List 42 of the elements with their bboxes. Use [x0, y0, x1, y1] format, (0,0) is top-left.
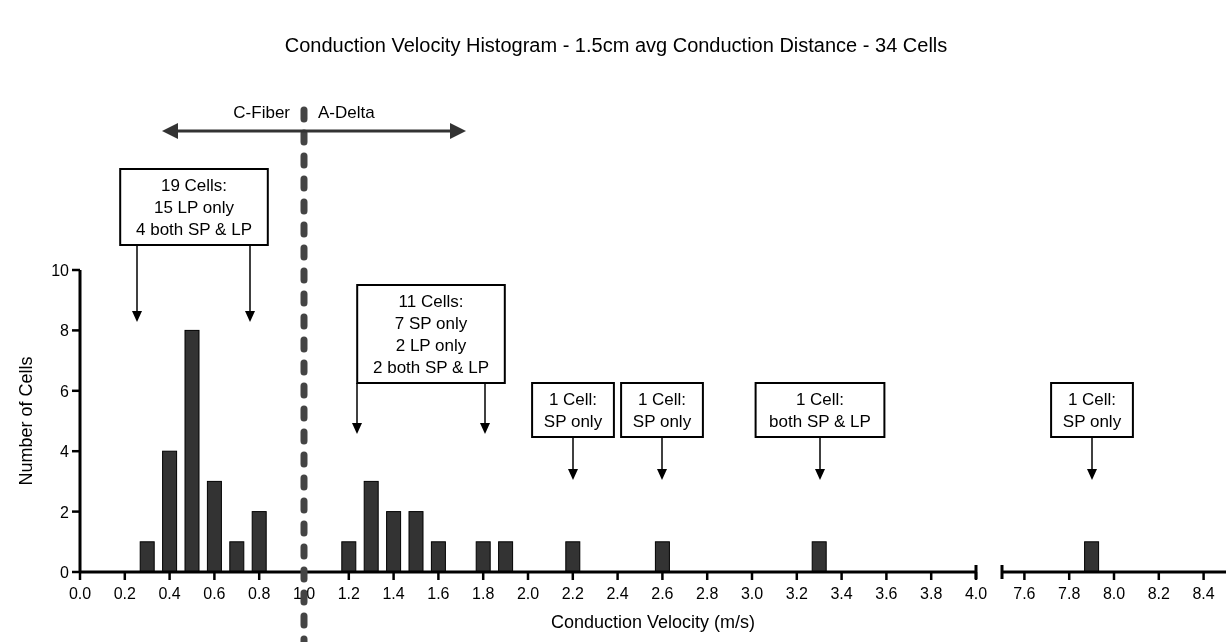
x-tick-label: 3.0: [740, 585, 764, 602]
x-tick-label: 0.8: [248, 585, 271, 602]
x-tick-label: 1.4: [382, 585, 405, 602]
x-tick-label: 2.8: [696, 585, 719, 602]
x-tick-label: 3.8: [920, 585, 943, 602]
x-tick-label: 0.2: [113, 585, 137, 602]
annotation: 11 Cells: 7 SP only 2 LP only 2 both SP & LP: [373, 292, 489, 377]
x-tick-label: 8.0: [1102, 585, 1126, 602]
x-tick-label: 1.8: [472, 585, 495, 602]
x-tick-label: 3.4: [830, 585, 853, 602]
x-tick-label: 0.0: [68, 585, 92, 602]
annotation: 1 Cell: both SP & LP: [769, 390, 871, 431]
text: 19 Cells: 15 LP only 4 both SP & LP: [136, 176, 252, 239]
x-axis-title: Conduction Velocity (m/s): [550, 612, 756, 632]
y-tick-label: 10: [51, 262, 70, 279]
y-tick-label: 6: [60, 382, 70, 400]
annotation: 1 Cell: SP only: [543, 390, 603, 431]
x-tick-label: 1.2: [337, 585, 361, 602]
y-tick-label: 4: [60, 443, 70, 461]
x-tick-label: 1.6: [427, 585, 450, 602]
x-tick-label: 7.8: [1058, 585, 1081, 602]
x-tick-label: 0.6: [203, 585, 226, 602]
x-tick-label: 2.0: [516, 585, 540, 602]
annotation: 1 Cell: SP only: [1062, 390, 1122, 431]
x-tick-label: 0.4: [158, 585, 181, 602]
x-tick-label: 2.6: [651, 585, 674, 602]
y-tick-label: 2: [60, 503, 70, 521]
x-tick-label: 7.6: [1013, 585, 1036, 602]
y-tick-label: 0: [60, 564, 70, 581]
x-tick-label: 2.2: [561, 585, 585, 602]
x-tick-label: 3.6: [875, 585, 898, 602]
annotation: 1 Cell: SP only: [632, 390, 692, 431]
chart-title: Conduction Velocity Histogram - 1.5cm avg Conduction Distance - 34 Cells: [284, 34, 948, 56]
x-tick-label: 8.2: [1147, 585, 1171, 602]
x-tick-label: 8.4: [1192, 585, 1215, 602]
text: A-Delta: [318, 103, 376, 122]
x-tick-label: 4.0: [964, 585, 988, 602]
y-tick-label: 8: [60, 322, 70, 340]
y-axis-title: Number of Cells: [16, 356, 36, 486]
x-tick-label: 3.2: [785, 585, 809, 602]
x-tick-label: 2.4: [606, 585, 629, 602]
text: C-Fiber: [233, 103, 291, 122]
